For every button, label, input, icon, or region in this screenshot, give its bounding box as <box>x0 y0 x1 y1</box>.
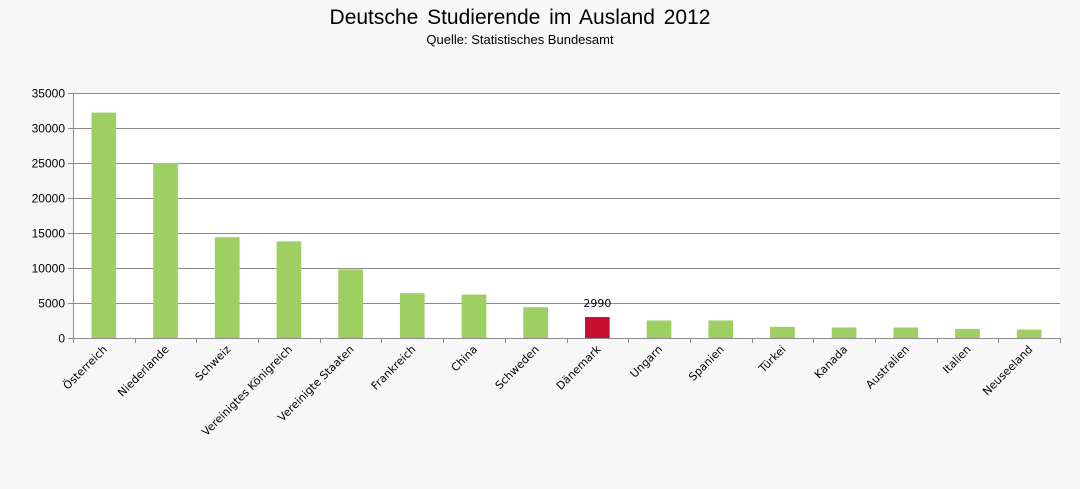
y-tick-label: 35000 <box>32 87 66 101</box>
y-tick-label: 25000 <box>32 157 66 171</box>
bar-vereinigtes-königreich <box>276 241 302 338</box>
bar-neuseeland <box>1016 329 1042 338</box>
x-tick-label: Kanada <box>812 343 850 381</box>
y-tick-label: 0 <box>58 332 65 346</box>
bar-vereinigte-staaten <box>338 269 363 338</box>
x-tick-label: Schweiz <box>193 343 234 384</box>
x-tick-label: Dänemark <box>554 342 604 392</box>
data-label: 2990 <box>583 297 611 310</box>
bar-frankreich <box>399 293 425 338</box>
bar-schweiz <box>214 237 240 338</box>
bar-china <box>461 294 487 338</box>
bar-kanada <box>831 327 857 338</box>
y-tick-label: 15000 <box>32 227 66 241</box>
bar-ungarn <box>646 320 672 338</box>
x-tick-label: China <box>449 343 480 374</box>
x-tick-label: Ungarn <box>628 343 666 381</box>
bar-australien <box>893 327 919 338</box>
x-tick-label: Italien <box>940 343 973 376</box>
chart-subtitle: Quelle: Statistisches Bundesamt <box>426 32 614 47</box>
y-tick-label: 20000 <box>32 192 66 206</box>
x-tick-label: Österreich <box>61 343 110 392</box>
bar-schweden <box>523 307 548 338</box>
bar-türkei <box>770 326 795 338</box>
x-tick-label: Spanien <box>686 343 727 384</box>
x-tick-label: Türkei <box>756 343 789 376</box>
bar-spanien <box>708 320 734 338</box>
x-tick-label: Australien <box>863 343 912 392</box>
x-tick-label: Niederlande <box>115 343 172 400</box>
x-tick-label: Frankreich <box>369 343 419 393</box>
chart-title: Deutsche Studierende im Ausland 2012 <box>329 6 711 29</box>
bar-dänemark <box>585 317 610 338</box>
bar-italien <box>955 328 980 338</box>
x-tick-label: Schweden <box>493 343 542 392</box>
x-tick-label: Neuseeland <box>980 343 1035 398</box>
y-tick-label: 10000 <box>32 262 66 276</box>
bar-niederlande <box>153 163 178 338</box>
bar-österreich <box>91 112 117 338</box>
y-tick-label: 5000 <box>38 297 65 311</box>
y-tick-label: 30000 <box>32 122 66 136</box>
